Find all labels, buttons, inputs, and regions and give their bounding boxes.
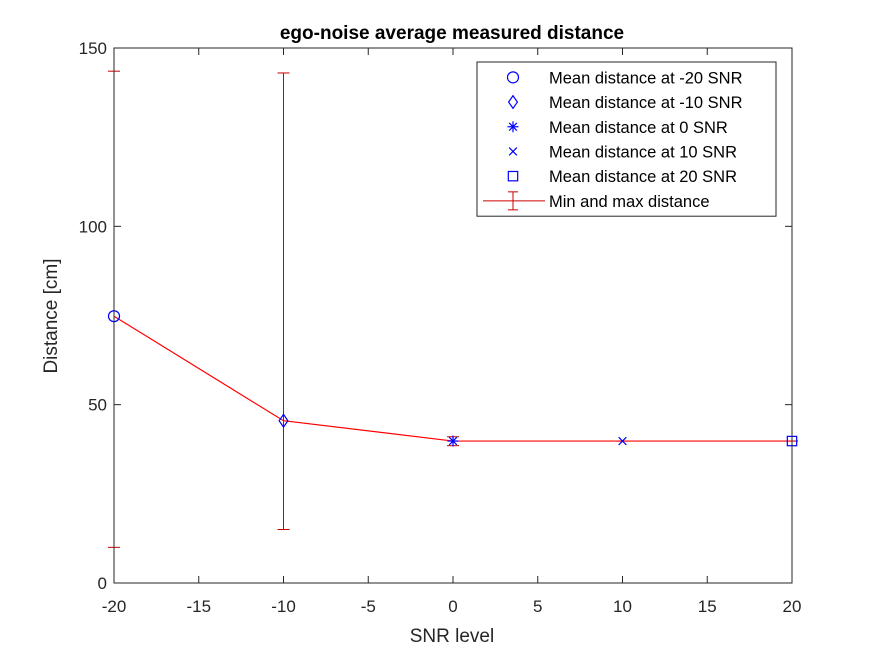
x-axis-label: SNR level xyxy=(410,626,494,647)
axis-ticks: -20 -15 -10 -5 0 5 10 15 20 0 50 100 150 xyxy=(79,39,802,616)
legend-entry-label: Mean distance at 0 SNR xyxy=(549,119,728,137)
legend-entry-label: Min and max distance xyxy=(549,193,710,211)
legend-marker-circle xyxy=(506,71,520,84)
x-tick-label: -20 xyxy=(102,597,127,616)
legend-marker-asterisk xyxy=(507,121,519,133)
y-axis-label: Distance [cm] xyxy=(41,258,62,373)
y-tick-label: 50 xyxy=(88,396,107,415)
x-tick-label: 0 xyxy=(448,597,457,616)
x-tick-label: 10 xyxy=(613,597,632,616)
legend-marker-diamond-shape xyxy=(507,94,519,110)
legend: Mean distance at -20 SNR Mean distance at… xyxy=(476,61,777,217)
x-tick-label: -10 xyxy=(271,597,296,616)
marker-cross-10 xyxy=(618,436,627,446)
legend-marker-cross xyxy=(508,147,518,156)
x-tick-label: -5 xyxy=(361,597,376,616)
chart-title: ego-noise average measured distance xyxy=(280,23,624,44)
legend-entry-label: Mean distance at 20 SNR xyxy=(549,168,737,186)
x-tick-label: 15 xyxy=(698,597,717,616)
legend-marker-circle-shape xyxy=(506,71,520,84)
y-tick-label: 100 xyxy=(79,217,107,236)
x-tick-label: -15 xyxy=(186,597,211,616)
marker-diamond--10-shape xyxy=(278,413,289,429)
marker-diamond--10 xyxy=(278,413,289,429)
x-tick-label: 5 xyxy=(533,597,542,616)
plot-frame xyxy=(113,47,793,584)
legend-marker-square-shape xyxy=(507,170,519,182)
legend-entry-label: Mean distance at -20 SNR xyxy=(549,69,743,87)
legend-marker-cross-stroke-b xyxy=(508,147,518,156)
legend-entry-label: Mean distance at 10 SNR xyxy=(549,143,737,161)
marker-asterisk-0 xyxy=(447,435,459,447)
legend-box xyxy=(476,61,777,217)
legend-marker-diamond xyxy=(507,94,519,110)
legend-marker-square xyxy=(507,170,519,182)
y-tick-label: 0 xyxy=(98,574,107,593)
y-tick-label: 150 xyxy=(79,39,107,58)
marker-cross-10-stroke-b xyxy=(618,436,627,446)
x-tick-label: 20 xyxy=(783,597,802,616)
legend-entry-label: Mean distance at -10 SNR xyxy=(549,94,743,112)
